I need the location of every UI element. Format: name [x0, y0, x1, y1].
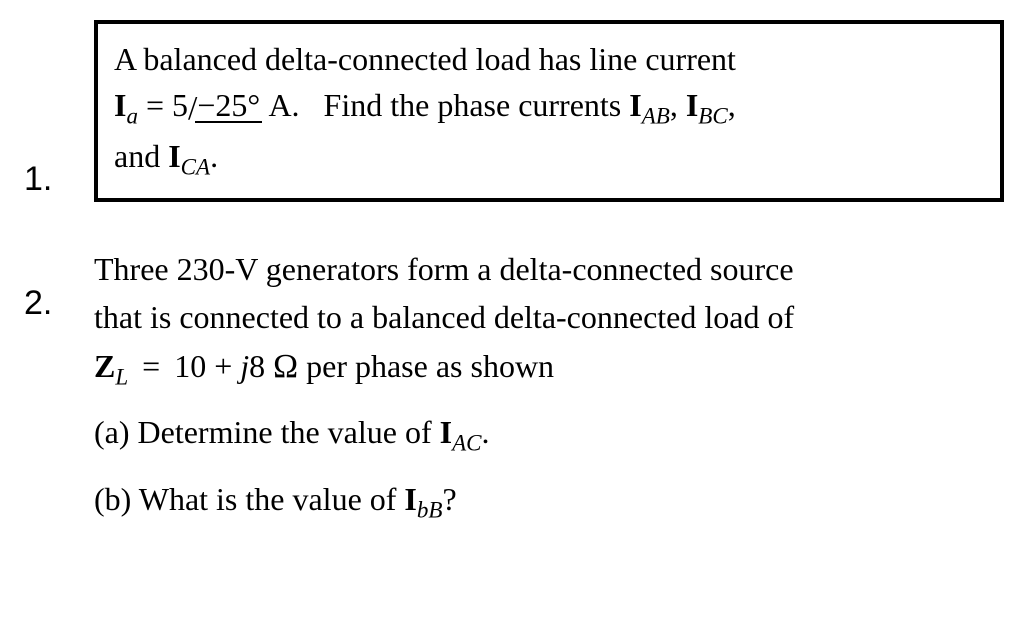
sym-IAB-I: I [629, 87, 641, 123]
sym-Ia-sub: a [126, 103, 138, 129]
q1-unit: A. [262, 87, 299, 123]
q2-eq: = [134, 348, 168, 384]
sym-IAC-sub: AC [452, 429, 481, 455]
q1-period: . [210, 138, 218, 174]
pb-text: What is the value of [139, 481, 405, 517]
sym-ZL-sub: L [115, 363, 128, 389]
q1-line2: Ia = 5/−25° A. Find the phase currents I… [114, 82, 984, 133]
q1-eq: = [138, 87, 172, 123]
q2-line1: Three 230-V generators form a delta-conn… [94, 246, 1004, 292]
page: 1. A balanced delta-connected load has l… [0, 0, 1024, 633]
q1-angle: −25° [195, 89, 262, 123]
q1-and: and [114, 138, 168, 174]
q1-after: Find the phase currents [324, 87, 630, 123]
sym-IbB-sub: bB [417, 496, 443, 522]
sym-Ia-I: I [114, 87, 126, 123]
q2-j: j [240, 348, 249, 384]
q1-comma2: , [728, 87, 736, 123]
q1-row: 1. A balanced delta-connected load has l… [24, 20, 1004, 202]
q2-row: 2. Three 230-V generators form a delta-c… [24, 246, 1004, 528]
sym-IbB-I: I [404, 481, 416, 517]
sym-ZL-Z: Z [94, 348, 115, 384]
q2-body: Three 230-V generators form a delta-conn… [94, 246, 1004, 528]
q1-line3: and ICA. [114, 133, 984, 184]
q2-part-b: (b) What is the value of IbB? [94, 475, 1004, 528]
pa-text: Determine the value of [138, 414, 440, 450]
pa-label: (a) [94, 414, 138, 450]
q1-box: A balanced delta-connected load has line… [94, 20, 1004, 202]
q1-number: 1. [24, 152, 94, 202]
angle-slash-icon: / [188, 85, 197, 134]
pa-end: . [482, 414, 490, 450]
pb-label: (b) [94, 481, 139, 517]
q2-number: 2. [24, 246, 94, 326]
angle-notation: /−25° [188, 82, 262, 131]
sym-IAB-sub: AB [642, 103, 670, 129]
ohm-icon: Ω [273, 348, 298, 385]
q2-line2: that is connected to a balanced delta-co… [94, 294, 1004, 340]
q2-line3: ZL = 10 + j8 Ω per phase as shown [94, 343, 1004, 394]
sym-IBC-sub: BC [698, 103, 727, 129]
sym-IAC-I: I [440, 414, 452, 450]
pb-end: ? [442, 481, 456, 517]
sym-IBC-I: I [686, 87, 698, 123]
q2-part-a: (a) Determine the value of IAC. [94, 408, 1004, 461]
q1-line1: A balanced delta-connected load has line… [114, 36, 984, 82]
q2-tail: per phase as shown [298, 348, 554, 384]
sym-ICA-I: I [168, 138, 180, 174]
q2-expr-b: 8 [249, 348, 273, 384]
sym-ICA-sub: CA [181, 154, 210, 180]
q2-expr-a: 10 + [174, 348, 240, 384]
q1-mag: 5 [172, 87, 188, 123]
q1-comma1: , [670, 87, 686, 123]
